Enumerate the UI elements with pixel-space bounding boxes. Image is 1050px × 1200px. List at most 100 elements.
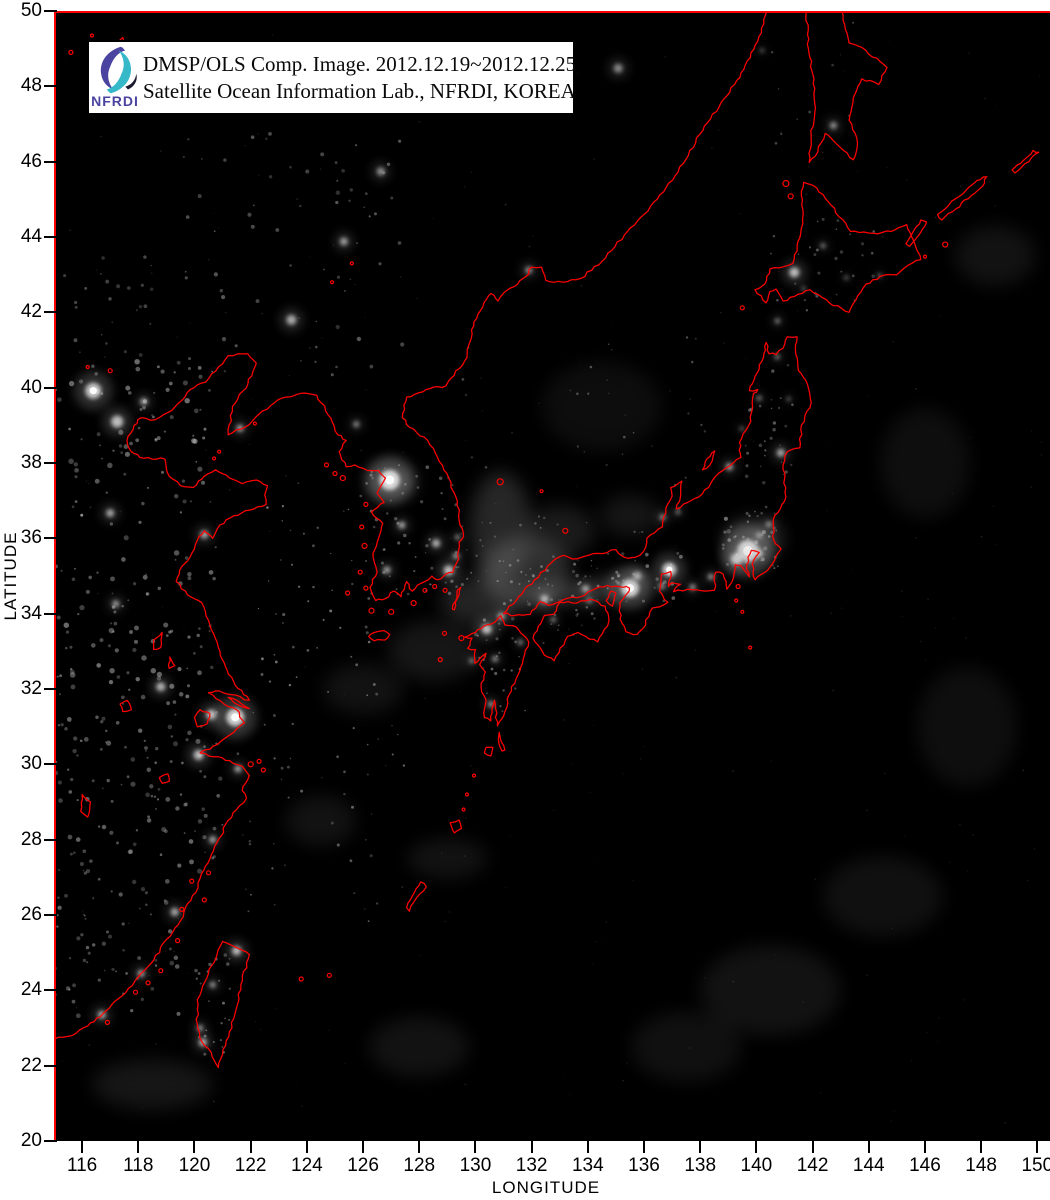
coastline-jeju [368, 629, 391, 642]
x-tick [474, 1141, 477, 1153]
coastline-okinawa [405, 881, 427, 912]
coastline-tanegashima [497, 731, 506, 752]
x-tick [923, 1141, 926, 1153]
title-line-2: Satellite Ocean Information Lab., NFRDI,… [143, 78, 576, 103]
y-tick-label: 32 [20, 678, 42, 699]
coastline-taiwan [195, 940, 250, 1069]
coastline-chongming [227, 696, 250, 710]
y-tick [44, 838, 57, 841]
nfrdi-logo-text: NFRDI [91, 92, 139, 109]
x-tick [362, 1141, 365, 1153]
x-tick-label: 126 [347, 1155, 379, 1176]
x-axis-title: LONGITUDE [491, 1178, 601, 1197]
logo-fish-navy [100, 46, 126, 89]
nfrdi-fish-logo-icon [100, 46, 137, 93]
x-tick-label: 136 [628, 1155, 660, 1176]
lake-qiandao [158, 773, 170, 784]
coastline-layer [54, 11, 1040, 1069]
x-tick [193, 1141, 196, 1153]
coastline-kunashir [905, 219, 928, 248]
coastline-awaji [605, 590, 617, 607]
lake-gaoyou [167, 656, 176, 669]
y-tick-label: 26 [20, 904, 42, 925]
y-tick [44, 537, 57, 540]
coastline-kyushu [464, 614, 530, 727]
x-tick [530, 1141, 533, 1153]
y-tick [44, 1064, 57, 1067]
logo-fish-teal [106, 50, 131, 93]
x-tick [137, 1141, 140, 1153]
x-tick [305, 1141, 308, 1153]
coastline-shikoku [532, 598, 610, 662]
y-tick-label: 20 [20, 1130, 42, 1151]
lake-hongze [152, 631, 163, 651]
y-tick [44, 914, 57, 916]
nfrdi-logo: NFRDI [89, 43, 141, 113]
y-tick-label: 24 [20, 979, 42, 1001]
coastline-honshu [502, 336, 812, 636]
x-tick [811, 1141, 814, 1153]
x-tick-label: 116 [66, 1155, 98, 1176]
y-tick-label: 48 [20, 75, 42, 97]
coastline-yakushima [483, 746, 494, 757]
lake-chaohu [119, 699, 132, 713]
x-tick-label: 150 [1021, 1155, 1050, 1176]
x-tick-label: 130 [459, 1155, 492, 1176]
x-tick-label: 132 [515, 1155, 548, 1176]
x-tick [418, 1141, 421, 1153]
y-tick [44, 1140, 57, 1142]
x-tick-label: 120 [178, 1155, 211, 1176]
satellite-map [54, 11, 1050, 1141]
coastline-tsushima [451, 586, 462, 611]
x-tick [249, 1141, 252, 1153]
x-tick-label: 122 [234, 1155, 267, 1176]
y-tick-label: 22 [20, 1054, 42, 1076]
lake-poyang [80, 793, 92, 818]
x-tick-label: 118 [123, 1155, 154, 1176]
y-tick-label: 36 [20, 527, 42, 549]
x-tick [81, 1141, 84, 1153]
y-tick-label: 44 [20, 226, 42, 247]
x-tick-label: 124 [291, 1155, 323, 1176]
y-tick [44, 688, 57, 690]
island-fragments-layer [68, 33, 949, 1026]
y-tick-label: 38 [20, 452, 42, 473]
coastline-amami [449, 819, 463, 834]
y-tick-label: 42 [20, 301, 42, 323]
x-tick [867, 1141, 870, 1153]
coastline-sado [701, 450, 716, 471]
x-tick-label: 138 [684, 1155, 717, 1176]
x-tick [699, 1141, 702, 1153]
x-tick-label: 146 [909, 1155, 941, 1176]
y-tick-label: 28 [20, 828, 42, 850]
coastline-iturup [936, 176, 988, 221]
y-tick-label: 46 [20, 150, 42, 172]
coastline-sakhalin [805, 11, 888, 164]
y-tick [44, 85, 57, 88]
lake-taihu [193, 709, 211, 728]
x-tick [586, 1141, 589, 1153]
title-box: NFRDI DMSP/OLS Comp. Image. 2012.12.19~2… [87, 40, 577, 115]
coastline-mainland_asia [54, 11, 768, 1040]
x-tick-label: 140 [740, 1155, 773, 1176]
title-line-1: DMSP/OLS Comp. Image. 2012.12.19~2012.12… [143, 51, 577, 76]
x-tick [1036, 1141, 1039, 1153]
x-tick [643, 1141, 645, 1153]
x-tick-label: 134 [571, 1155, 604, 1176]
y-tick [44, 236, 57, 238]
y-tick-label: 50 [20, 0, 42, 21]
y-tick [44, 989, 57, 992]
cloud-layer [92, 225, 1036, 1110]
x-tick-label: 144 [852, 1155, 885, 1176]
x-tick [980, 1141, 983, 1153]
x-tick-label: 148 [965, 1155, 997, 1176]
x-tick-label: 128 [403, 1155, 436, 1176]
y-tick-label: 34 [20, 602, 42, 624]
y-tick-label: 30 [20, 753, 42, 775]
y-tick [44, 462, 57, 464]
y-tick [44, 612, 57, 615]
x-tick [755, 1141, 758, 1153]
coastline-hokkaido [754, 181, 922, 313]
x-tick-label: 142 [796, 1155, 829, 1176]
y-tick [44, 386, 57, 389]
